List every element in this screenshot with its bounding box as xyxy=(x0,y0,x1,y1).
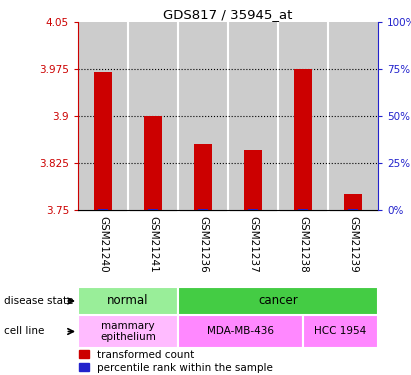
Text: cell line: cell line xyxy=(4,327,44,336)
Bar xyxy=(244,150,262,210)
Bar xyxy=(148,209,158,210)
Bar xyxy=(248,209,258,210)
Bar xyxy=(94,72,112,210)
Bar xyxy=(178,22,228,210)
Bar xyxy=(328,22,378,210)
Bar xyxy=(144,116,162,210)
Bar xyxy=(78,22,128,210)
Text: cancer: cancer xyxy=(258,294,298,307)
Text: GSM21241: GSM21241 xyxy=(148,216,158,273)
Bar xyxy=(344,194,362,210)
Text: disease state: disease state xyxy=(4,296,74,306)
Text: GSM21237: GSM21237 xyxy=(248,216,258,273)
Bar xyxy=(178,315,303,348)
Bar xyxy=(98,209,108,210)
Bar xyxy=(178,287,378,315)
Text: HCC 1954: HCC 1954 xyxy=(314,327,367,336)
Text: GSM21236: GSM21236 xyxy=(198,216,208,273)
Legend: transformed count, percentile rank within the sample: transformed count, percentile rank withi… xyxy=(79,350,273,373)
Text: GSM21239: GSM21239 xyxy=(348,216,358,273)
Bar xyxy=(78,315,178,348)
Bar xyxy=(303,315,378,348)
Bar xyxy=(228,22,278,210)
Text: MDA-MB-436: MDA-MB-436 xyxy=(207,327,274,336)
Text: GSM21238: GSM21238 xyxy=(298,216,308,273)
Title: GDS817 / 35945_at: GDS817 / 35945_at xyxy=(163,8,293,21)
Bar xyxy=(348,209,358,210)
Bar xyxy=(294,69,312,210)
Bar xyxy=(198,209,208,210)
Bar xyxy=(78,287,178,315)
Text: GSM21240: GSM21240 xyxy=(98,216,108,273)
Bar xyxy=(278,22,328,210)
Bar xyxy=(298,209,308,210)
Bar xyxy=(194,144,212,210)
Text: mammary
epithelium: mammary epithelium xyxy=(100,321,156,342)
Bar xyxy=(128,22,178,210)
Text: normal: normal xyxy=(107,294,149,307)
